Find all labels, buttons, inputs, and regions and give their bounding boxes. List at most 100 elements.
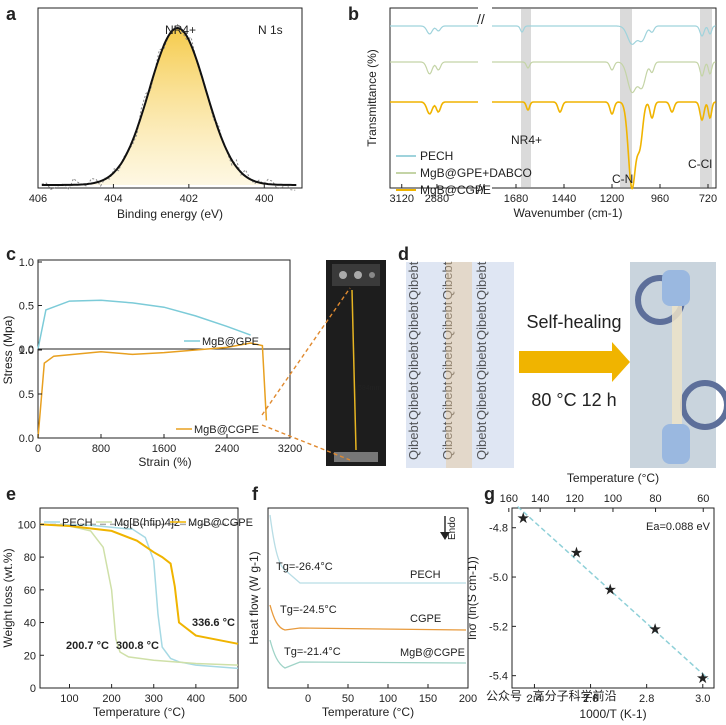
y-tick-label-e: 60 [24,585,36,597]
series-pech-b [390,25,716,45]
y-axis-label-f: Heat flow (W g-1) [247,551,261,644]
qibebt-text: Qibebt [440,381,455,420]
x-tick-label-e: 400 [187,693,205,705]
stretched-film [351,289,357,451]
legend-pech-e: PECH [62,517,93,529]
qibebt-text: Qibebt [474,421,489,460]
x-tick-label-f: 0 [305,693,311,705]
y-tick-label-c: 0.0 [19,433,34,445]
top-tick-label-g: 80 [649,493,661,505]
x-axis-label-g: 1000/T (K-1) [579,707,646,721]
panel-a: a NR4+ N 1s 406 404 402 400 Binding energy … [6,4,303,221]
qibebt-text: Qibebt [440,301,455,340]
x-tick-label-b: 720 [699,193,717,205]
y-ticks-c: 0.00.51.00.00.51.0 [19,257,42,445]
x-tick-label-g: 2.6 [583,693,598,705]
break-mark-bottom: // [477,181,485,197]
top-tick-label-g: 100 [604,493,622,505]
glove-bottom [662,424,690,464]
break-mark-top: // [477,11,485,27]
qibebt-text: Qibebt [440,261,455,300]
plot-frame-a [37,7,303,189]
qibebt-text: Qibebt [474,341,489,380]
panel-f: f Tg=-26.4°C Tg=-24.5°C Tg=-21.4°C PECH … [247,484,477,719]
curve-gpe-c [37,299,251,350]
y-axis-label-e: Weight loss (wt.%) [1,548,15,647]
name-pech-f: PECH [410,569,441,581]
panel-c: c 0.00.51.00.00.51.0 0 800 1600 2400 3200 Mg… [1,244,386,469]
top-tick-label-g: 160 [500,493,518,505]
series-cgpe-e [39,523,239,645]
data-point-star: ★ [696,670,709,687]
qibebt-text: Qibebt [474,301,489,340]
tg-pech: Tg=-26.4°C [276,561,333,573]
y-ticks-e: 0 20 40 60 80 100 [18,519,44,695]
top-ticks-g: 160 140 120 100 80 60 [500,493,709,512]
legend-gpe-c: MgB@GPE [202,336,259,348]
zoom-line-1 [261,287,351,416]
y-tick-label-e: 40 [24,618,36,630]
name-cgpe-f: CGPE [410,613,441,625]
x-tick-label-b: 960 [651,193,669,205]
panel-label-f: f [252,484,259,504]
x-tick-label-e: 100 [60,693,78,705]
watermark: 公众号 · 高分子科学前沿 [486,688,617,703]
x-tick-label-g: 2.4 [527,693,542,705]
zoom-line-2 [261,424,351,461]
top-tick-label-g: 120 [566,493,584,505]
qibebt-text: Qibebt [406,301,421,340]
y-tick-label-g: -5.2 [489,621,508,633]
x-tick-label-b: 1200 [600,193,624,205]
x-tick-label-e: 500 [229,693,247,705]
qibebt-text: Qibebt [440,421,455,460]
x-ticks-e: 100 200 300 400 500 [60,684,247,705]
screw-1 [339,271,347,279]
x-tick-label-c: 0 [35,443,41,455]
photo-length-label: 584mm [358,385,382,392]
x-tick-label-c: 3200 [278,443,302,455]
x-tick-label-a: 402 [180,193,198,205]
endo-label: Endo [447,516,458,540]
legend-cgpe-e: MgB@CGPE [188,517,253,529]
arrhenius-fit-g [517,505,709,680]
x-tick-label-f: 100 [379,693,397,705]
series-mgb-salt-e [39,523,239,666]
y-axis-label-b: Transmittance (%) [365,49,379,147]
name-mgb-cgpe-f: MgB@CGPE [400,647,465,659]
endo-arrow-head [440,532,450,540]
condition-label: 80 °C 12 h [531,390,616,410]
legend-mgb-salt-e: Mg[B(hfip)4]2 [114,517,180,529]
y-axis-label-g: lnσ (ln(S cm-1)) [465,556,479,639]
panel-d: d QibebtQibebtQibebtQibebtQibebtQibebtQi… [398,244,726,468]
x-ticks-c: 0 800 1600 2400 3200 [35,434,302,455]
annotation-cn: C-N [612,172,633,186]
gaussian-fit-a [41,26,297,186]
top-tick-label-g: 60 [697,493,709,505]
x2-axis-label-g: Temperature (°C) [567,471,659,485]
arrow-d [519,342,630,382]
series-gpe-dabco-b [390,61,716,94]
x-tick-label-b: 2880 [425,193,449,205]
y-axis-label-c: Stress (Mpa) [1,316,15,385]
y-tick-label-c: 0.5 [19,301,34,313]
x-axis-label-e: Temperature (°C) [93,705,185,719]
y-tick-label-g: -5.4 [489,671,508,683]
x-tick-label-g: 3.0 [695,693,710,705]
annotation-200-7: 200.7 °C [66,640,109,652]
y-tick-label-e: 20 [24,650,36,662]
y-tick-label-c: 0.0 [19,344,34,356]
legend-e: PECH Mg[B(hfip)4]2 MgB@CGPE [44,517,253,529]
legend-b: PECH MgB@GPE+DABCO MgB@CGPE [396,149,532,197]
x-tick-label-g: 2.8 [639,693,654,705]
peak-fill-a [90,28,265,185]
x-tick-label-f: 200 [459,693,477,705]
glove-top [662,270,690,306]
panel-label-b: b [348,4,359,24]
x-axis-label-c: Strain (%) [138,455,191,469]
x-ticks-g: 2.4 2.6 2.8 3.0 [527,684,710,705]
legend-gpe-dabco: MgB@GPE+DABCO [420,166,532,180]
data-point-star: ★ [516,510,529,527]
qibebt-text: Qibebt [474,381,489,420]
curve-cgpe-c [37,342,268,439]
